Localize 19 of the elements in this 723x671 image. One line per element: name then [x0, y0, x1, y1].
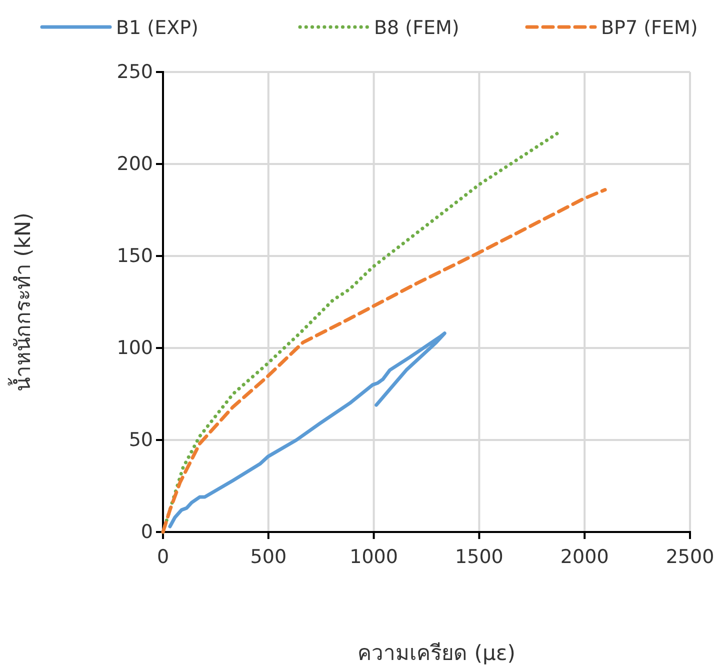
y-tick-label: 0	[140, 521, 153, 544]
x-tick-label: 1000	[350, 546, 398, 568]
x-axis-title: ความเครียด (με)	[358, 641, 516, 665]
x-tick-label: 2000	[560, 546, 609, 568]
legend-label: B8 (FEM)	[374, 17, 460, 39]
x-tick-label: 1500	[455, 546, 504, 568]
x-tick-label: 0	[156, 546, 170, 568]
legend-label: B1 (EXP)	[116, 17, 198, 39]
y-tick-label: 100	[116, 337, 153, 360]
y-tick-label: 50	[128, 429, 153, 452]
line-series	[161, 188, 607, 534]
y-axis-title: น้ำหนักกระทำ (kN)	[8, 212, 35, 392]
y-tick-label: 250	[116, 61, 153, 84]
line-series	[168, 332, 446, 528]
y-tick-label: 150	[116, 245, 153, 268]
y-tick-label: 200	[116, 153, 153, 176]
legend-label: BP7 (FEM)	[601, 17, 698, 39]
x-tick-label: 500	[250, 546, 287, 568]
x-tick-label: 2500	[666, 546, 714, 568]
